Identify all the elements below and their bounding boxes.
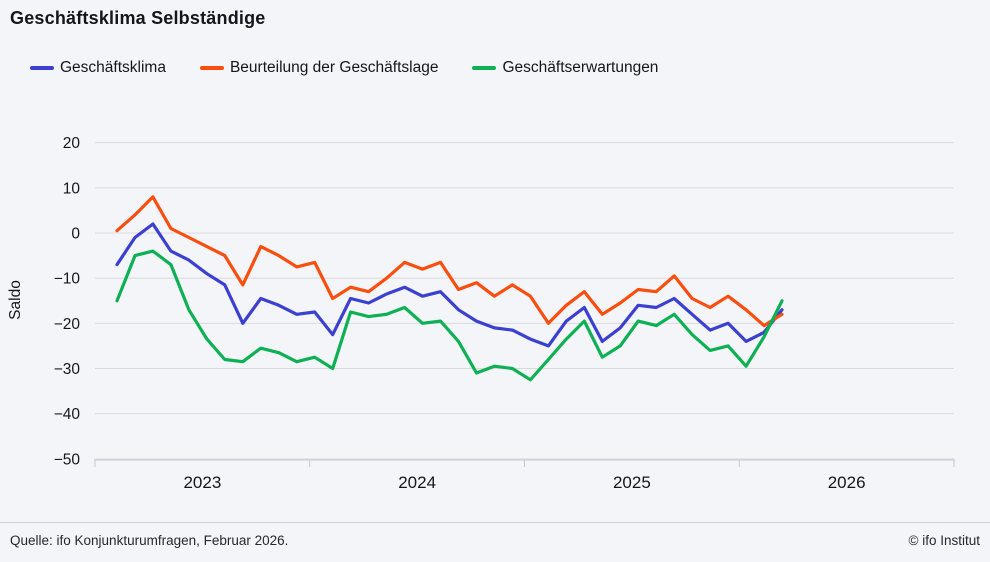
page-title: Geschäftsklima Selbständige bbox=[10, 8, 266, 28]
legend-item-geschaeftslage[interactable]: Beurteilung der Geschäftslage bbox=[199, 59, 439, 77]
legend-label: Geschäftserwartungen bbox=[502, 59, 659, 76]
svg-text:Saldo: Saldo bbox=[7, 280, 24, 320]
legend-item-geschaeftsklima[interactable]: Geschäftsklima bbox=[30, 59, 166, 77]
copyright-note: © ifo Institut bbox=[908, 533, 980, 548]
legend-swatch-line-icon bbox=[472, 66, 497, 70]
source-note: Quelle: ifo Konjunkturumfragen, Februar … bbox=[10, 533, 289, 548]
svg-text:2023: 2023 bbox=[183, 473, 221, 492]
legend-swatch-line-icon bbox=[199, 66, 224, 70]
svg-text:−50: −50 bbox=[54, 451, 81, 468]
svg-text:2024: 2024 bbox=[398, 473, 436, 492]
legend-label: Geschäftsklima bbox=[60, 59, 166, 76]
svg-text:0: 0 bbox=[71, 226, 80, 243]
svg-text:10: 10 bbox=[63, 180, 81, 197]
svg-text:20: 20 bbox=[63, 135, 81, 152]
legend-swatch-line-icon bbox=[30, 66, 54, 70]
legend-item-geschaeftserwartungen[interactable]: Geschäftserwartungen bbox=[472, 59, 658, 77]
svg-text:2026: 2026 bbox=[828, 473, 866, 492]
svg-text:−10: −10 bbox=[54, 271, 81, 288]
footer-divider: Quelle: ifo Konjunkturumfragen, Februar … bbox=[0, 522, 990, 558]
svg-text:−20: −20 bbox=[54, 316, 81, 333]
chart-legend: Geschäftsklima Beurteilung der Geschäfts… bbox=[30, 59, 658, 77]
legend-label: Beurteilung der Geschäftslage bbox=[229, 59, 439, 76]
svg-text:−30: −30 bbox=[54, 361, 81, 378]
svg-text:2025: 2025 bbox=[613, 473, 651, 492]
svg-text:−40: −40 bbox=[54, 406, 81, 423]
